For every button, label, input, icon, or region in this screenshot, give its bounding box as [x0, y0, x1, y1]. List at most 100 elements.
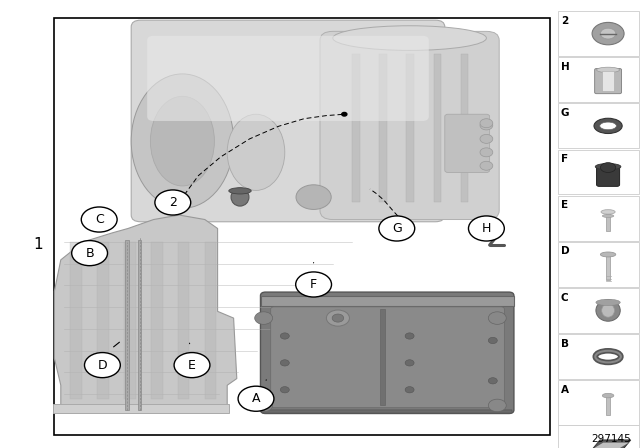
FancyBboxPatch shape	[596, 166, 620, 186]
Circle shape	[488, 312, 506, 324]
Text: D: D	[561, 246, 569, 256]
Ellipse shape	[229, 188, 252, 194]
Circle shape	[480, 161, 493, 170]
Ellipse shape	[600, 252, 616, 257]
Bar	[151, 242, 163, 399]
Ellipse shape	[594, 118, 622, 134]
Polygon shape	[262, 410, 512, 413]
Bar	[558, 288, 639, 333]
Circle shape	[468, 216, 504, 241]
Bar	[558, 103, 639, 148]
Bar	[178, 242, 189, 399]
Bar	[558, 11, 639, 56]
FancyBboxPatch shape	[445, 114, 490, 172]
Text: A: A	[561, 385, 569, 395]
Ellipse shape	[296, 185, 332, 209]
FancyBboxPatch shape	[271, 307, 504, 408]
Circle shape	[72, 241, 108, 266]
Bar	[558, 196, 639, 241]
Text: B: B	[85, 246, 94, 260]
Circle shape	[280, 333, 289, 339]
Bar	[434, 54, 442, 202]
Circle shape	[155, 190, 191, 215]
Polygon shape	[54, 215, 237, 410]
Ellipse shape	[602, 215, 614, 218]
Text: F: F	[561, 154, 568, 164]
Circle shape	[379, 216, 415, 241]
Circle shape	[405, 387, 414, 393]
Circle shape	[592, 22, 624, 45]
Bar	[461, 54, 468, 202]
Bar	[53, 404, 229, 413]
Circle shape	[280, 387, 289, 393]
Ellipse shape	[595, 164, 621, 170]
Circle shape	[342, 112, 347, 116]
Bar	[70, 242, 82, 399]
Bar	[602, 71, 614, 91]
Circle shape	[84, 353, 120, 378]
Polygon shape	[591, 440, 631, 448]
FancyBboxPatch shape	[131, 20, 445, 222]
Text: G: G	[561, 108, 569, 118]
Text: 297145: 297145	[591, 434, 631, 444]
Circle shape	[405, 333, 414, 339]
FancyBboxPatch shape	[260, 292, 514, 414]
Bar	[606, 396, 610, 415]
Text: H: H	[482, 222, 491, 235]
Bar	[558, 425, 639, 448]
Ellipse shape	[596, 67, 620, 73]
Bar	[380, 54, 387, 202]
Ellipse shape	[600, 122, 616, 129]
Bar	[261, 296, 514, 306]
Circle shape	[280, 360, 289, 366]
FancyBboxPatch shape	[320, 31, 499, 220]
Text: F: F	[310, 278, 317, 291]
Bar	[606, 213, 610, 231]
FancyBboxPatch shape	[147, 36, 429, 121]
Ellipse shape	[601, 210, 615, 214]
Text: D: D	[97, 358, 108, 372]
Text: 2: 2	[169, 196, 177, 209]
Text: 2: 2	[561, 16, 568, 26]
Text: E: E	[561, 200, 568, 210]
Bar	[558, 380, 639, 425]
Circle shape	[326, 310, 349, 326]
Text: G: G	[392, 222, 402, 235]
Bar	[380, 309, 385, 405]
Bar	[205, 242, 216, 399]
Bar	[54, 18, 550, 435]
Circle shape	[600, 28, 616, 39]
Ellipse shape	[131, 74, 234, 208]
Circle shape	[405, 360, 414, 366]
Circle shape	[480, 134, 493, 143]
Circle shape	[332, 314, 344, 322]
Text: B: B	[561, 339, 569, 349]
Bar	[138, 240, 141, 410]
Circle shape	[488, 399, 506, 412]
Bar	[558, 57, 639, 102]
Circle shape	[488, 337, 497, 344]
Ellipse shape	[602, 393, 614, 398]
Circle shape	[480, 121, 493, 130]
Bar	[606, 255, 610, 280]
Bar	[406, 54, 414, 202]
Text: 1: 1	[33, 237, 44, 252]
Circle shape	[174, 353, 210, 378]
Ellipse shape	[600, 163, 616, 172]
Circle shape	[480, 119, 493, 128]
Ellipse shape	[333, 26, 486, 50]
Bar	[125, 240, 129, 410]
Text: H: H	[561, 62, 570, 72]
Circle shape	[488, 378, 497, 384]
Circle shape	[81, 207, 117, 232]
Text: E: E	[188, 358, 196, 372]
Circle shape	[255, 399, 273, 412]
Ellipse shape	[227, 114, 285, 190]
Ellipse shape	[150, 96, 214, 186]
Ellipse shape	[596, 299, 620, 306]
Bar	[124, 242, 136, 399]
FancyBboxPatch shape	[595, 69, 621, 94]
Bar	[97, 242, 109, 399]
Circle shape	[255, 312, 273, 324]
Bar	[558, 242, 639, 287]
